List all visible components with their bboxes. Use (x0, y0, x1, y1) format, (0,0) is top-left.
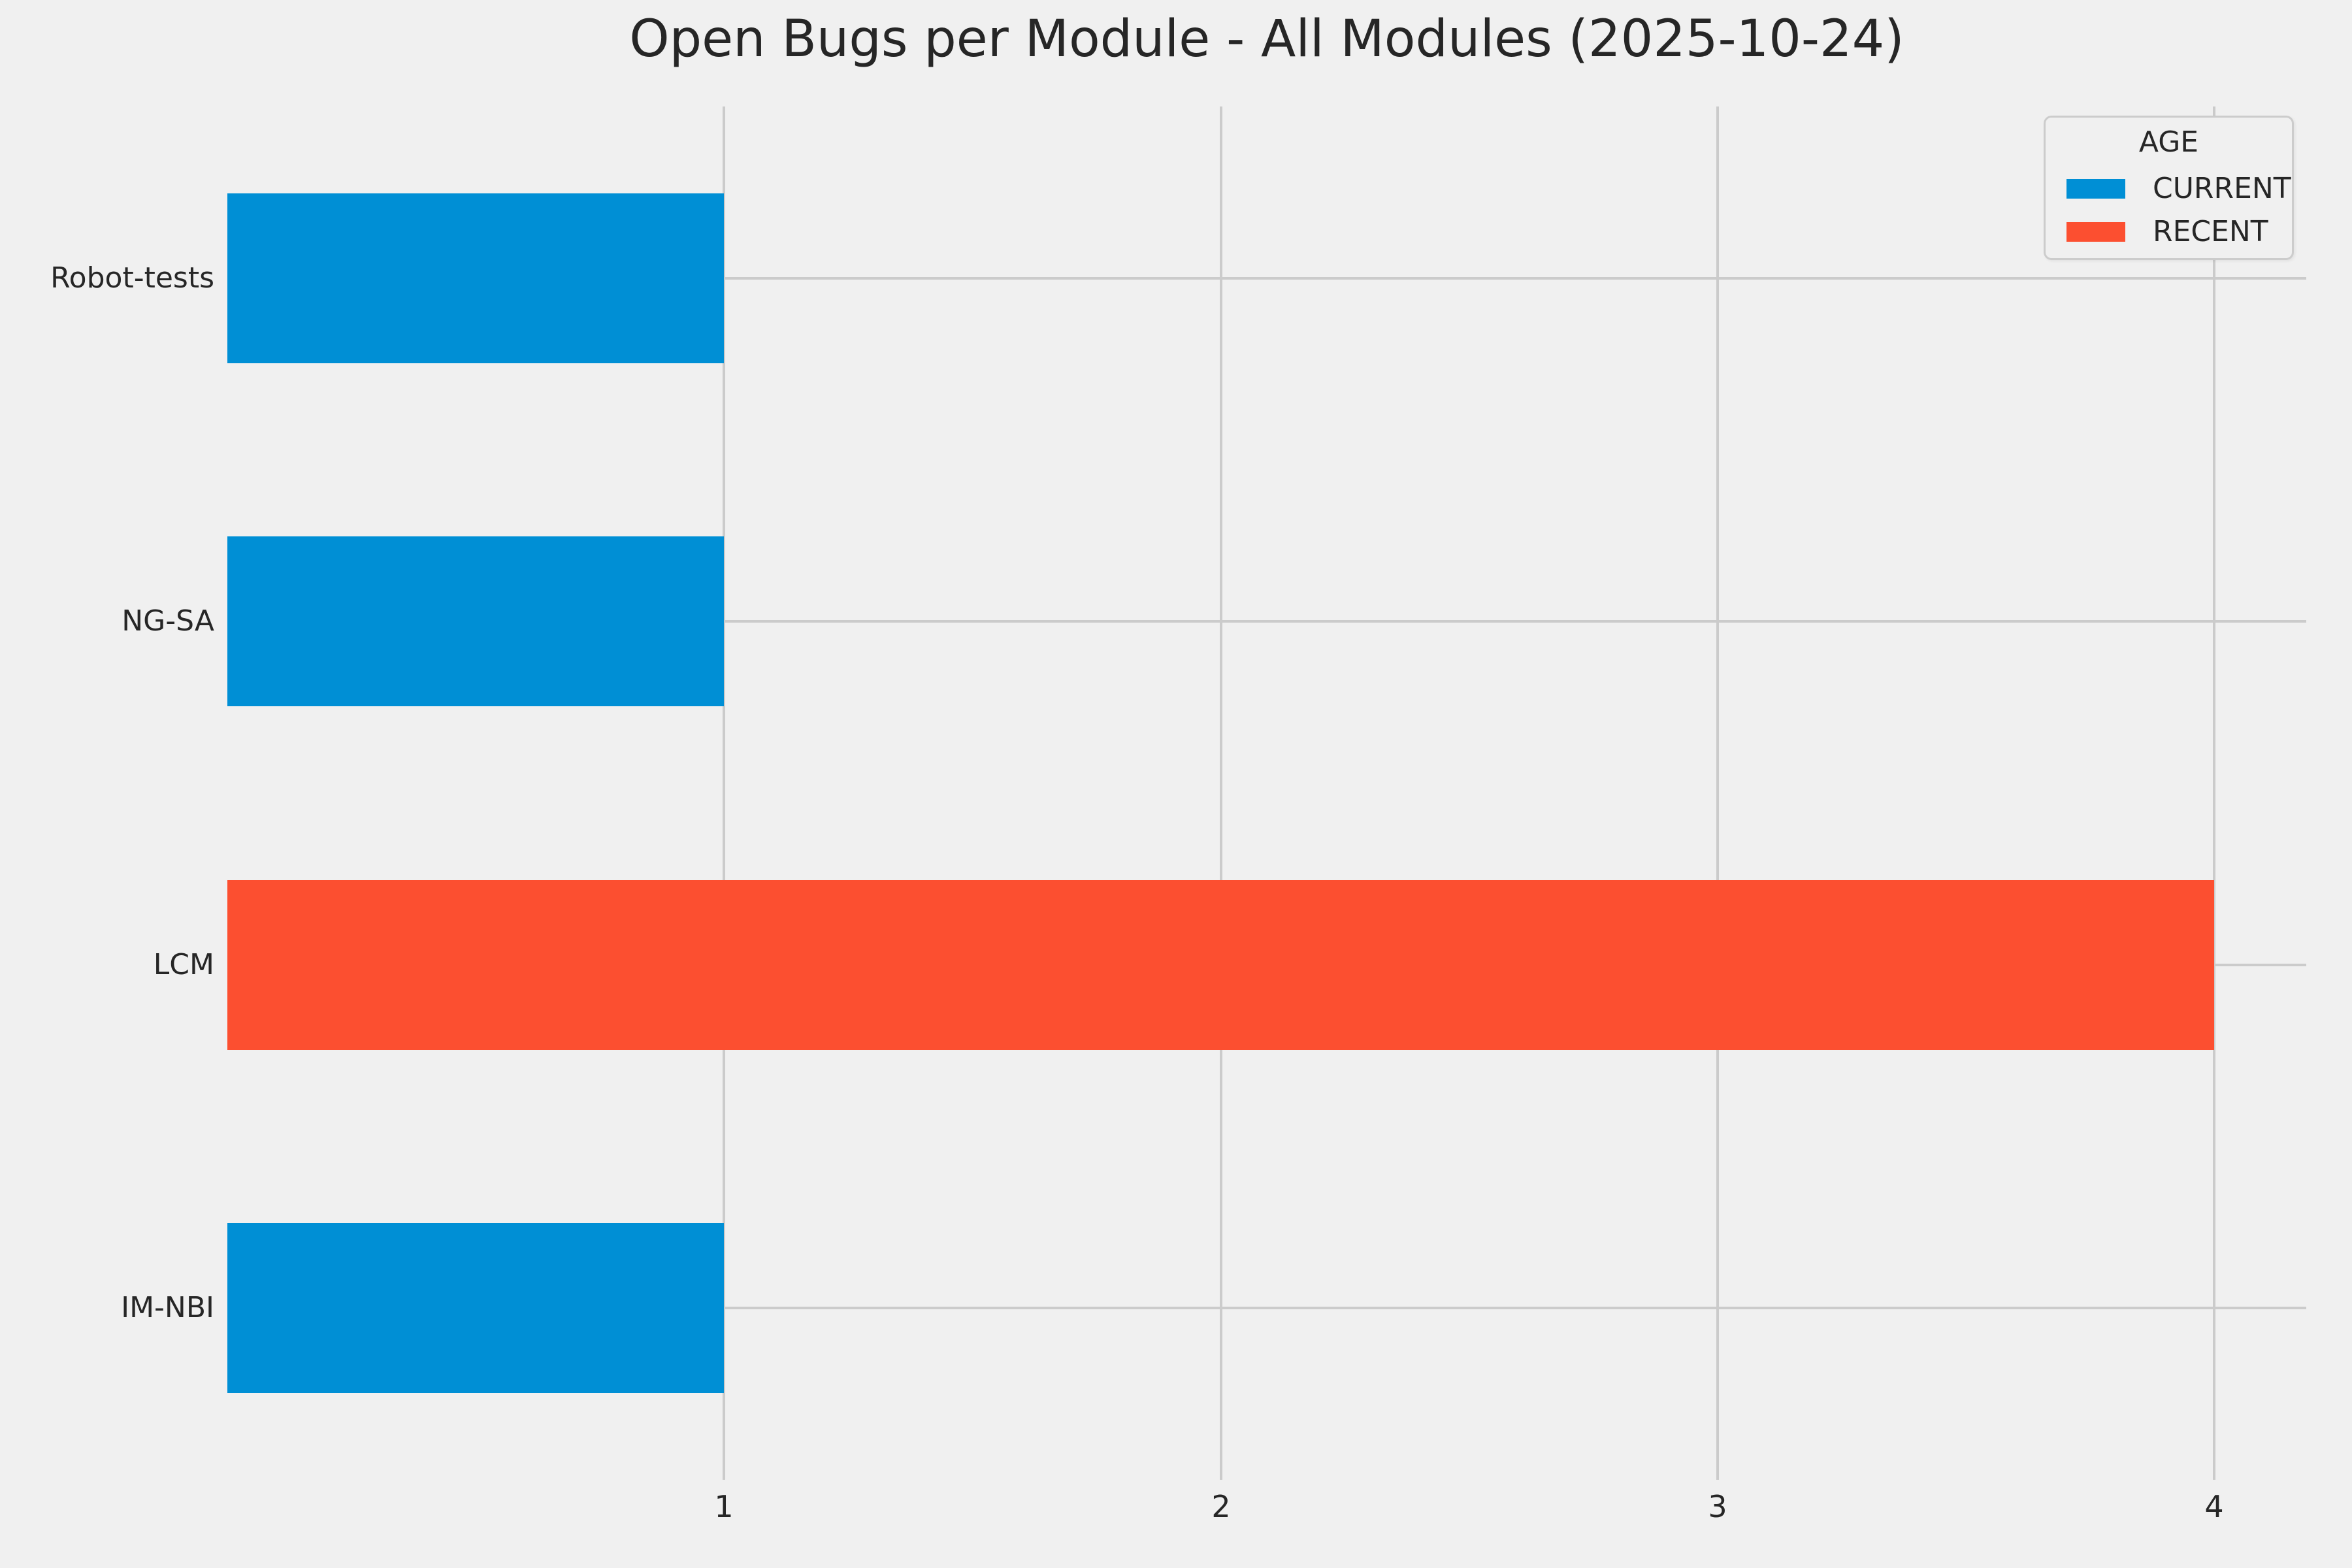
legend-swatch-recent (2066, 221, 2125, 242)
legend-entry-recent: RECENT (2057, 212, 2280, 252)
x-tick-label: 3 (1708, 1489, 1727, 1524)
gridline-horizontal (227, 276, 2306, 280)
gridline-vertical (1219, 106, 1222, 1480)
legend-title: AGE (2138, 125, 2199, 159)
legend: AGE CURRENT RECENT (2044, 116, 2294, 260)
gridline-vertical (2213, 106, 2216, 1480)
bar-robot-tests (227, 193, 725, 363)
legend-label: RECENT (2153, 214, 2268, 248)
legend-swatch-current (2066, 178, 2125, 199)
gridline-vertical (1716, 106, 1719, 1480)
bar-lcm (227, 880, 2215, 1050)
chart-title: Open Bugs per Module - All Modules (2025… (629, 10, 1904, 69)
y-tick-label: IM-NBI (121, 1291, 214, 1324)
x-tick-label: 1 (714, 1489, 734, 1524)
gridline-horizontal (227, 1307, 2306, 1310)
plot-area (227, 106, 2306, 1480)
bar-ng-sa (227, 536, 725, 706)
x-tick-label: 4 (2204, 1489, 2224, 1524)
y-tick-label: NG-SA (122, 604, 214, 638)
gridline-horizontal (227, 620, 2306, 623)
y-tick-label: Robot-tests (50, 261, 214, 295)
legend-entry-current: CURRENT (2057, 169, 2291, 208)
y-tick-label: LCM (153, 948, 214, 981)
x-tick-label: 2 (1211, 1489, 1231, 1524)
bar-im-nbi (227, 1223, 725, 1393)
legend-label: CURRENT (2153, 171, 2291, 205)
gridline-vertical (723, 106, 726, 1480)
legend-entries: CURRENT RECENT (2057, 169, 2291, 252)
